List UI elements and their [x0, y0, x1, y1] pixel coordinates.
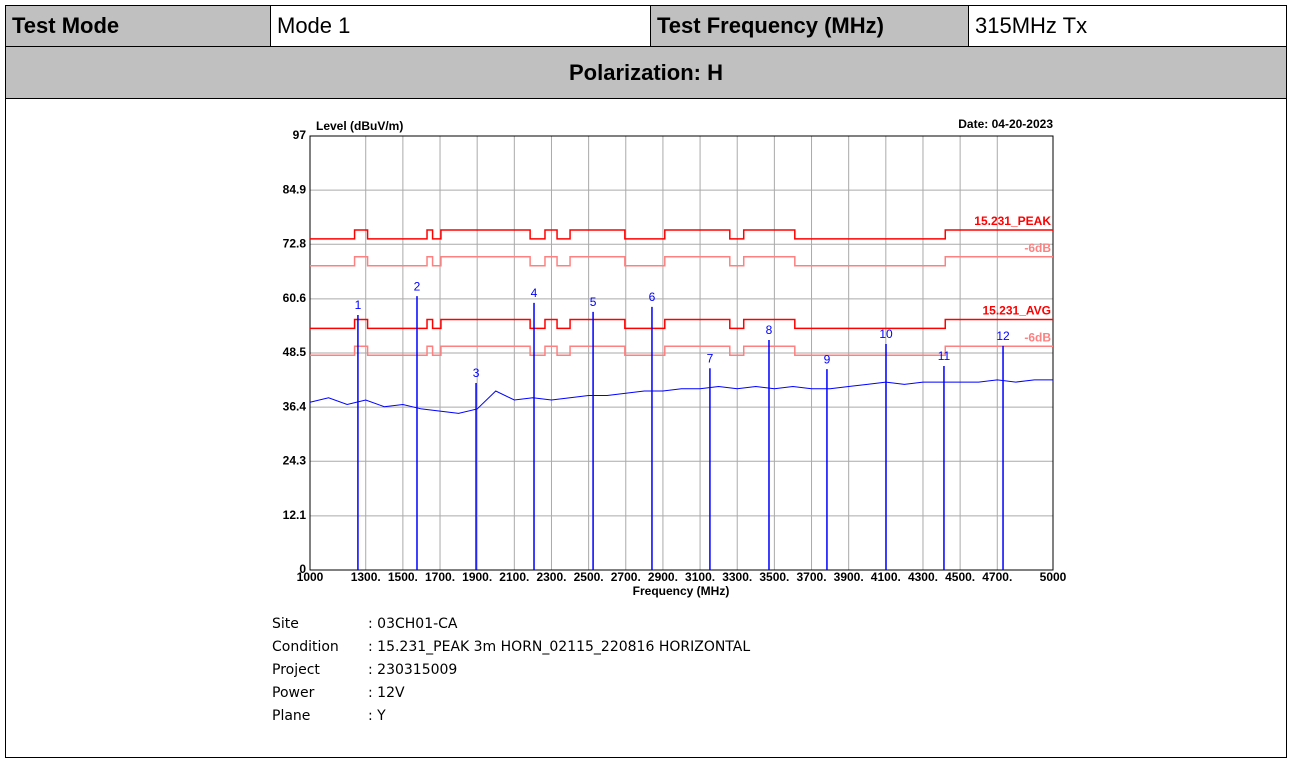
limit-label: 15.231_PEAK [974, 214, 1051, 228]
info-label: Plane [272, 708, 310, 724]
peak-label: 6 [649, 290, 656, 304]
peak-label: 10 [879, 327, 893, 341]
peak-label: 4 [531, 286, 538, 300]
x-tick-label: 3100. [685, 570, 715, 584]
peak-label: 7 [707, 351, 714, 365]
x-tick-label: 4100. [871, 570, 901, 584]
header-cell: Test Mode [5, 5, 271, 47]
x-tick-label: 4500. [945, 570, 975, 584]
date: Date: 04-20-2023 [958, 117, 1053, 131]
limit-line [310, 318, 1053, 330]
info-label: Project [272, 662, 320, 678]
peak-label: 12 [996, 329, 1010, 343]
info-label: Condition [272, 639, 339, 655]
x-tick-label: 1000 [297, 570, 324, 584]
x-tick-label: 4300. [908, 570, 938, 584]
section-title: Polarization: H [5, 46, 1287, 99]
x-tick-label: 2300. [536, 570, 566, 584]
x-tick-label: 3500. [759, 570, 789, 584]
x-tick-label: 1500. [388, 570, 418, 584]
peak-label: 8 [766, 323, 773, 337]
peak-label: 9 [824, 352, 831, 366]
peak-label: 3 [473, 366, 480, 380]
x-tick-label: 1900. [462, 570, 492, 584]
info-label: Site [272, 616, 299, 632]
x-tick-label: 3300. [722, 570, 752, 584]
page: Test Mode Mode 1 Test Frequency (MHz) 31… [5, 5, 1287, 758]
y-tick-label: 0 [299, 562, 306, 576]
y-tick-label: 97 [293, 128, 307, 142]
info-value: : 03CH01-CA [368, 616, 458, 632]
x-axis-label: Frequency (MHz) [633, 584, 730, 598]
y-tick-label: 48.5 [283, 345, 307, 359]
info-value: : Y [368, 708, 386, 724]
limit-label: -6dB [1024, 241, 1051, 255]
trace [309, 379, 1053, 414]
info-label: Power [272, 685, 315, 701]
peak-label: 1 [355, 298, 362, 312]
x-tick-label: 2100. [499, 570, 529, 584]
x-tick-label: 2700. [611, 570, 641, 584]
y-tick-label: 60.6 [283, 291, 307, 305]
x-tick-label: 1700. [425, 570, 455, 584]
info-value: : 15.231_PEAK 3m HORN_02115_220816 HORIZ… [368, 639, 750, 655]
limit-line [310, 256, 1053, 267]
x-tick-label: 3900. [834, 570, 864, 584]
plot-border [309, 135, 1054, 571]
x-tick-label: 1300. [351, 570, 381, 584]
peak-label: 2 [414, 279, 421, 293]
y-tick-label: 84.9 [283, 182, 307, 196]
x-tick-label: 2900. [648, 570, 678, 584]
y-axis-label: Level (dBuV/m) [316, 119, 403, 133]
y-tick-label: 12.1 [283, 508, 307, 522]
peak-label: 11 [938, 349, 951, 363]
limit-line [310, 229, 1053, 240]
limit-label: -6dB [1024, 330, 1051, 344]
limit-label: 15.231_AVG [983, 304, 1052, 318]
x-tick-label: 3700. [797, 570, 827, 584]
limit-line [310, 345, 1053, 356]
y-tick-label: 72.8 [283, 236, 307, 250]
x-tick-label: 4700. [982, 570, 1012, 584]
header-cell: Test Frequency (MHz) [650, 5, 969, 47]
x-tick-label: 5000 [1040, 570, 1067, 584]
info-value: : 12V [368, 685, 405, 701]
info-value: : 230315009 [368, 662, 457, 678]
x-tick-label: 2500. [574, 570, 604, 584]
peak-label: 5 [590, 295, 597, 309]
y-tick-label: 24.3 [283, 453, 307, 467]
chart: Level (dBuV/m) Date: 04-20-2023 Frequenc… [272, 117, 1067, 724]
y-tick-label: 36.4 [283, 399, 307, 413]
